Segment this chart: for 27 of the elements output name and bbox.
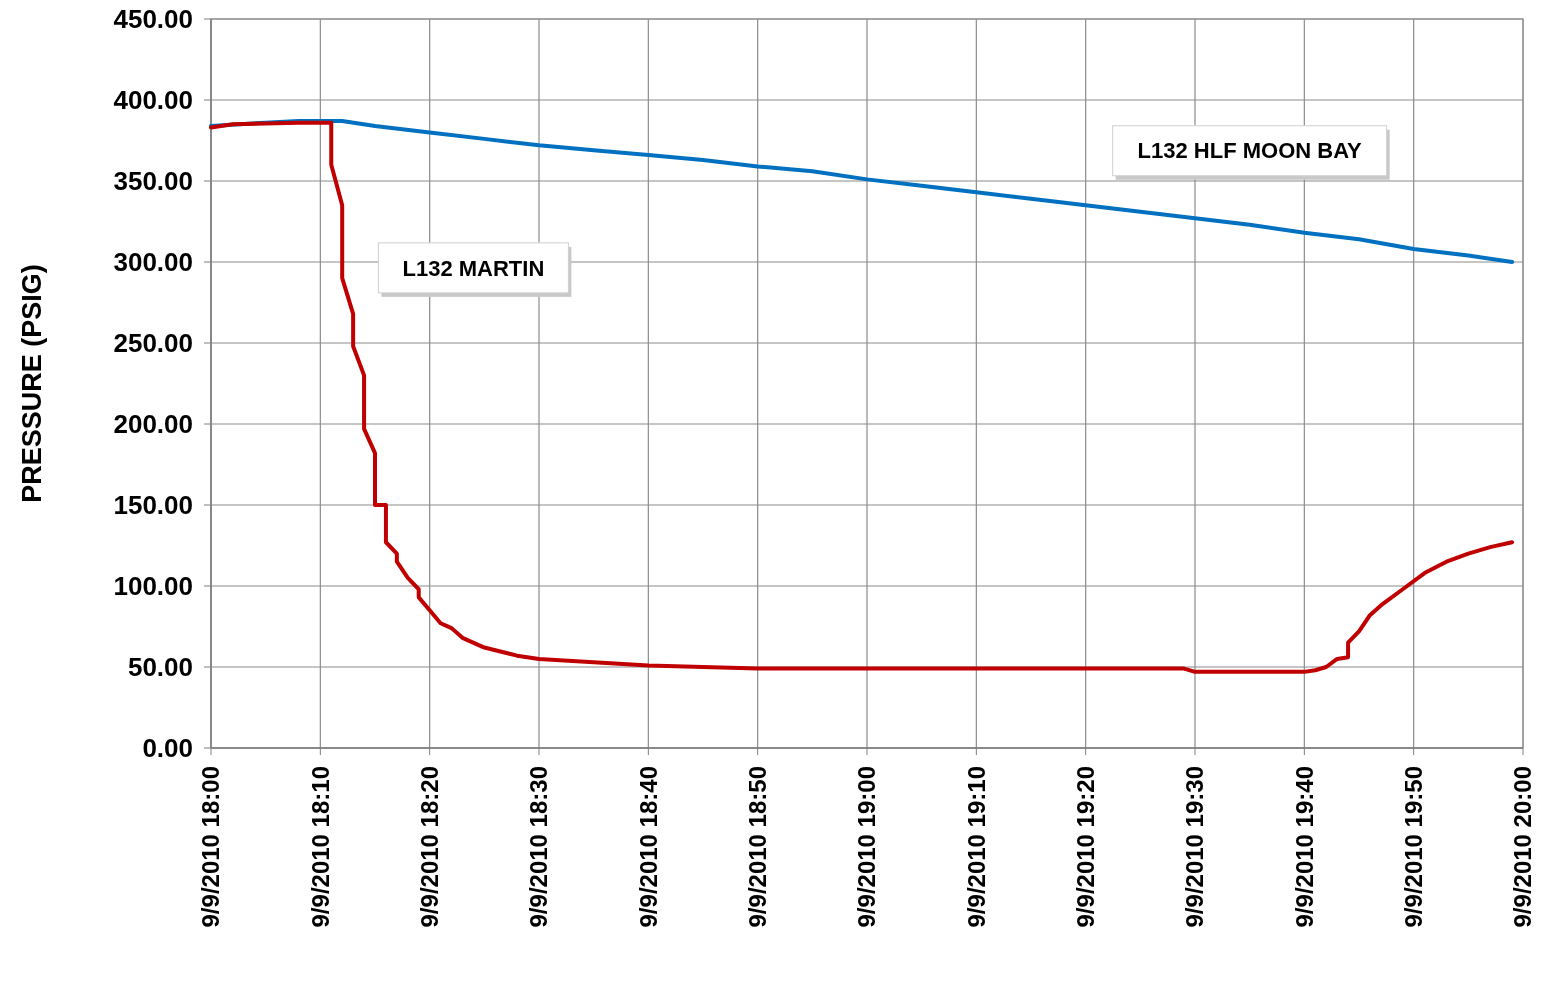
x-tick-label: 9/9/2010 19:30	[1181, 766, 1209, 928]
x-tick-label: 9/9/2010 19:20	[1072, 766, 1100, 928]
x-tick-label: 9/9/2010 19:50	[1400, 766, 1428, 928]
x-tick-label: 9/9/2010 20:00	[1509, 766, 1537, 928]
x-tick-label: 9/9/2010 18:20	[416, 766, 444, 928]
x-tick-label: 9/9/2010 19:10	[962, 766, 990, 928]
x-tick-label: 9/9/2010 18:00	[197, 766, 225, 928]
y-tick-label: 400.00	[113, 85, 193, 116]
y-tick-label: 300.00	[113, 247, 193, 278]
y-tick-label: 350.00	[113, 166, 193, 197]
text: L132 MARTIN	[402, 255, 545, 281]
line-series	[209, 120, 1515, 674]
y-tick-label: 200.00	[113, 409, 193, 440]
x-tick-label: 9/9/2010 18:50	[744, 766, 772, 928]
x-tick-label: 9/9/2010 18:30	[525, 766, 553, 928]
y-tick-label: 450.00	[113, 4, 193, 35]
y-tick-label: 50.00	[127, 652, 193, 683]
x-tick-label: 9/9/2010 19:40	[1290, 766, 1318, 928]
x-tick-label: 9/9/2010 18:40	[634, 766, 662, 928]
y-tick-label: 250.00	[113, 328, 193, 359]
y-tick-label: 100.00	[113, 571, 193, 602]
text: L132 HLF MOON BAY	[1137, 138, 1363, 164]
y-tick-label: 0.00	[142, 733, 193, 764]
x-tick-label: 9/9/2010 18:10	[306, 766, 334, 928]
x-tick-label: 9/9/2010 19:00	[853, 766, 881, 928]
y-tick-label: 150.00	[113, 490, 193, 521]
y-axis-title: PRESSURE (PSIG)	[17, 264, 48, 503]
